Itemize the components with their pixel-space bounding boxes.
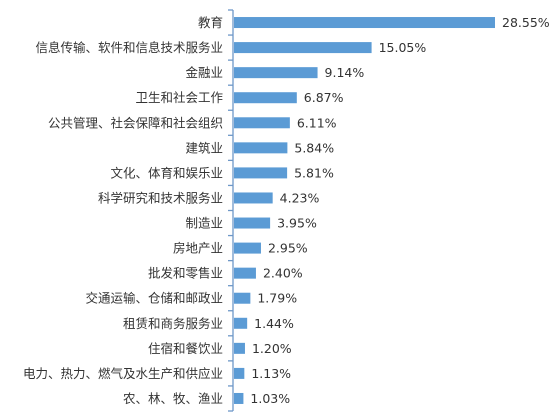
value-label: 5.84%: [294, 140, 334, 155]
bar: [234, 42, 372, 54]
bar: [234, 67, 318, 79]
category-label: 电力、热力、燃气及水生产和供应业: [23, 366, 223, 381]
category-label: 公共管理、社会保障和社会组织: [48, 115, 223, 130]
category-label: 房地产业: [173, 241, 223, 256]
value-label: 3.95%: [277, 216, 317, 231]
value-label: 1.44%: [254, 316, 294, 331]
category-label: 科学研究和技术服务业: [98, 190, 223, 205]
value-label: 1.79%: [257, 291, 297, 306]
category-label: 卫生和社会工作: [135, 90, 223, 105]
value-label: 1.13%: [251, 366, 291, 381]
category-label: 制造业: [185, 216, 223, 231]
value-label: 15.05%: [379, 40, 427, 55]
bar: [234, 242, 261, 254]
value-label: 28.55%: [502, 15, 550, 30]
category-label: 住宿和餐饮业: [148, 341, 223, 356]
bar: [234, 317, 248, 329]
bar: [234, 167, 288, 179]
value-label: 9.14%: [325, 65, 365, 80]
category-label: 租赁和商务服务业: [123, 316, 223, 331]
value-label: 4.23%: [280, 190, 320, 205]
bar: [234, 392, 244, 404]
bar: [234, 192, 273, 204]
bar: [234, 217, 271, 229]
bar: [234, 117, 290, 129]
bar: [234, 17, 495, 29]
category-label: 建筑业: [185, 140, 223, 155]
bar: [234, 92, 297, 104]
value-label: 1.20%: [252, 341, 292, 356]
category-label: 教育: [198, 15, 223, 30]
bar: [234, 367, 245, 379]
category-label: 文化、体育和娱乐业: [110, 165, 223, 180]
value-label: 6.11%: [297, 115, 337, 130]
category-label: 批发和零售业: [148, 266, 223, 281]
bar: [234, 142, 288, 154]
category-label: 农、林、牧、渔业: [123, 391, 223, 406]
value-label: 2.95%: [268, 241, 308, 256]
category-label: 金融业: [185, 65, 223, 80]
category-label: 交通运输、仓储和邮政业: [85, 291, 223, 306]
value-label: 6.87%: [304, 90, 344, 105]
category-label: 信息传输、软件和信息技术服务业: [35, 40, 223, 55]
value-label: 1.03%: [250, 391, 290, 406]
value-label: 5.81%: [294, 165, 334, 180]
value-label: 2.40%: [263, 266, 303, 281]
bar: [234, 292, 251, 304]
bar: [234, 342, 245, 354]
bar: [234, 267, 256, 279]
